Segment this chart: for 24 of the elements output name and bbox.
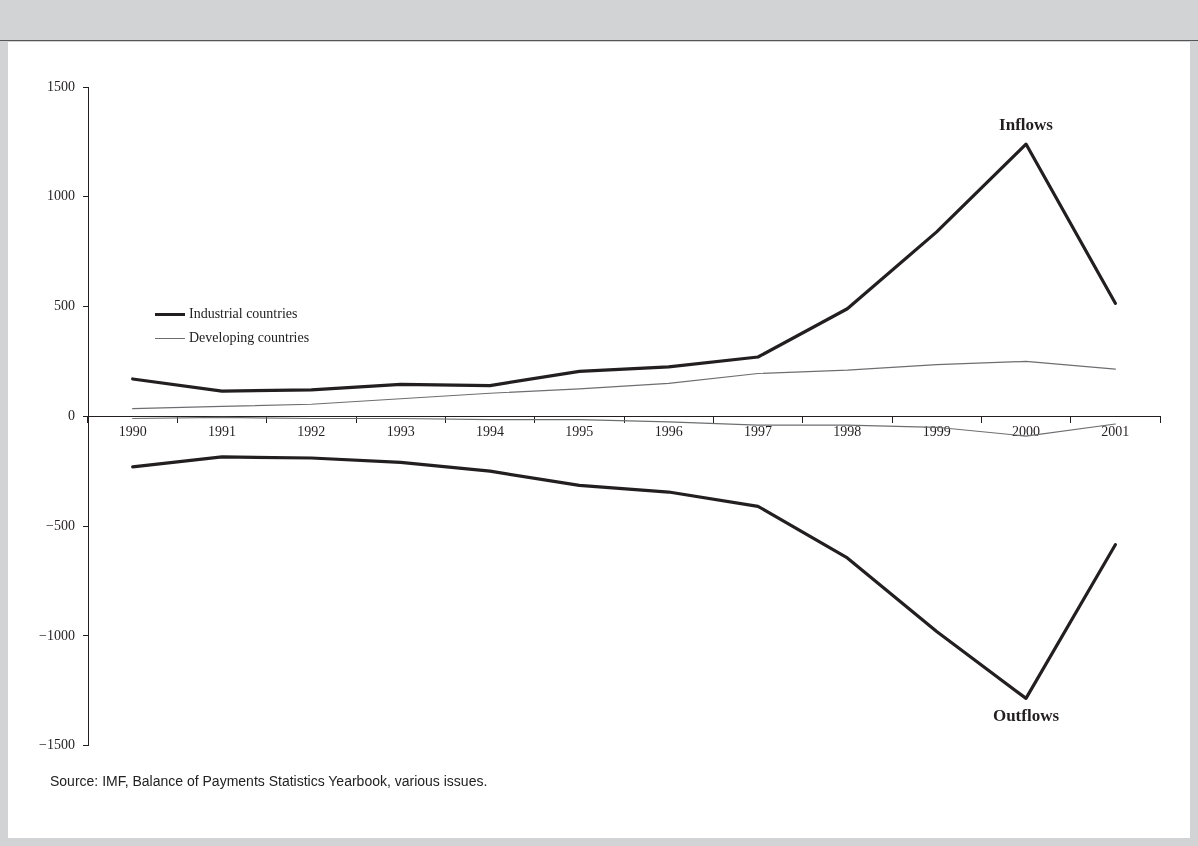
x-tick-label: 2001 bbox=[1101, 424, 1130, 440]
annotation: Inflows bbox=[999, 114, 1054, 134]
source-note: Source: IMF, Balance of Payments Statistics Yearbook, various issues. bbox=[50, 773, 488, 789]
x-tick-label: 1990 bbox=[118, 424, 147, 440]
y-tick-label: 1500 bbox=[47, 78, 75, 94]
y-tick-label: −1500 bbox=[39, 737, 75, 753]
y-tick-label: 500 bbox=[54, 298, 75, 314]
legend-label: Developing countries bbox=[189, 330, 310, 346]
x-tick-label: 1996 bbox=[654, 424, 683, 440]
legend-label: Industrial countries bbox=[189, 306, 298, 322]
y-tick-label: −500 bbox=[46, 517, 75, 533]
x-tick-label: 2000 bbox=[1012, 424, 1040, 440]
x-tick-label: 1995 bbox=[565, 424, 594, 440]
y-tick-label: −1000 bbox=[39, 627, 75, 643]
x-tick-label: 1997 bbox=[744, 424, 772, 440]
x-tick-label: 1999 bbox=[922, 424, 951, 440]
x-tick-label: 1992 bbox=[297, 424, 326, 440]
annotation: Outflows bbox=[992, 706, 1060, 726]
y-tick-label: 0 bbox=[68, 407, 75, 423]
x-tick-label: 1991 bbox=[208, 424, 236, 440]
y-tick-label: 1000 bbox=[47, 188, 75, 204]
x-tick-label: 1998 bbox=[833, 424, 862, 440]
x-tick-label: 1993 bbox=[386, 424, 415, 440]
x-tick-label: 1994 bbox=[476, 424, 504, 440]
